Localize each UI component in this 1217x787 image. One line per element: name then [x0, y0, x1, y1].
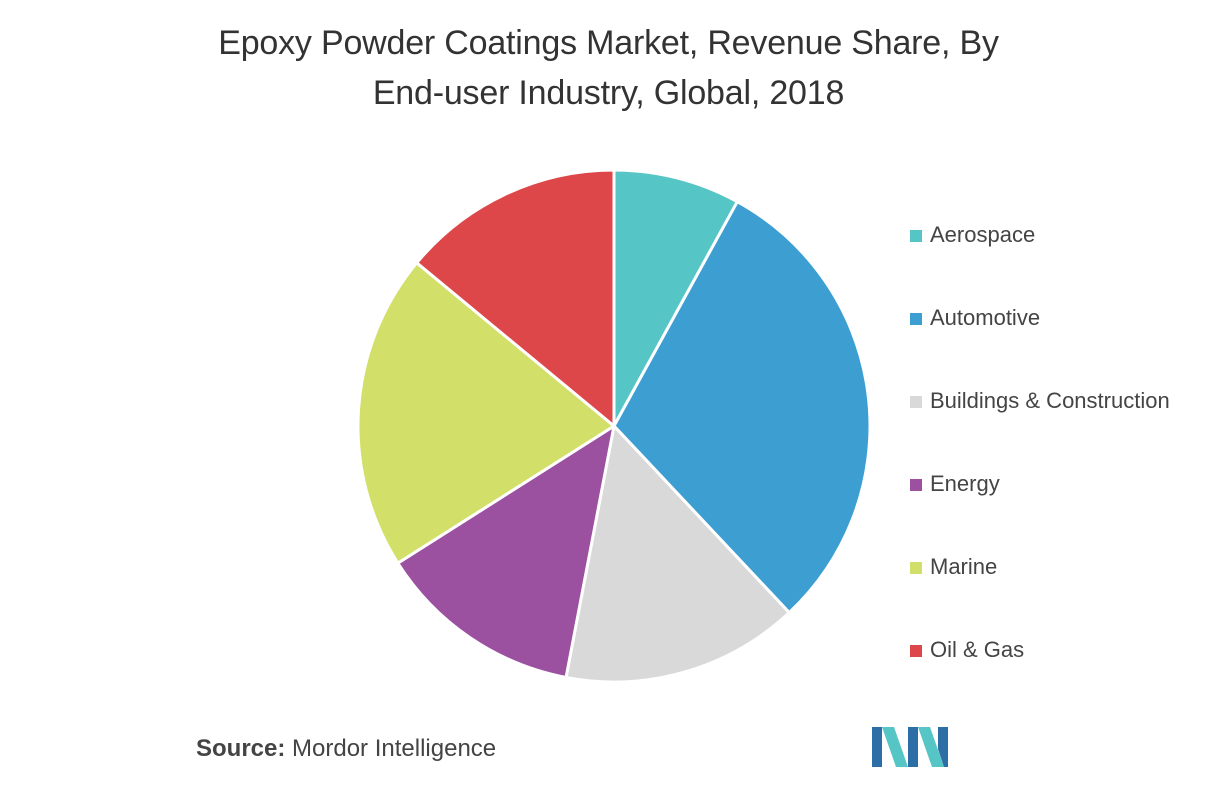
legend-swatch-energy	[910, 479, 922, 491]
pie-slice-oil-gas	[415, 168, 616, 428]
legend-swatch-oil-gas	[910, 645, 922, 657]
logo-left-diagonal	[882, 727, 908, 767]
legend-label-aerospace: Aerospace	[930, 222, 1036, 247]
chart-title: Epoxy Powder Coatings Market, Revenue Sh…	[0, 18, 1217, 118]
pie-slice-automotive	[612, 200, 872, 615]
legend-label-marine: Marine	[930, 554, 998, 579]
legend-label-automotive: Automotive	[930, 305, 1041, 330]
logo-right-diagonal	[918, 727, 944, 767]
logo-right-bar	[938, 727, 948, 767]
source-value: Mordor Intelligence	[292, 735, 497, 762]
legend-swatch-buildings-construction	[910, 396, 922, 408]
legend-label-buildings-construction: Buildings & Construction	[930, 388, 1170, 413]
pie-slice-aerospace	[612, 168, 739, 428]
logo-middle-bar	[908, 727, 918, 767]
source-label: Source:	[196, 735, 286, 762]
mordor-intelligence-logo-icon	[872, 727, 948, 767]
legend-swatch-automotive	[910, 313, 922, 325]
pie-slice-energy	[396, 424, 616, 679]
legend-label-energy: Energy	[930, 471, 1000, 496]
legend-label-oil-gas: Oil & Gas	[930, 637, 1025, 662]
chart-title-line-1: Epoxy Powder Coatings Market, Revenue Sh…	[218, 24, 999, 62]
pie-slice-buildings-construction	[564, 424, 791, 684]
pie-slice-marine	[356, 261, 616, 565]
logo-left-bar	[872, 727, 882, 767]
legend-swatch-aerospace	[910, 230, 922, 242]
legend-swatch-marine	[910, 562, 922, 574]
chart-title-line-2: End-user Industry, Global, 2018	[372, 74, 845, 112]
source-note: Source: Mordor Intelligence	[196, 732, 496, 766]
